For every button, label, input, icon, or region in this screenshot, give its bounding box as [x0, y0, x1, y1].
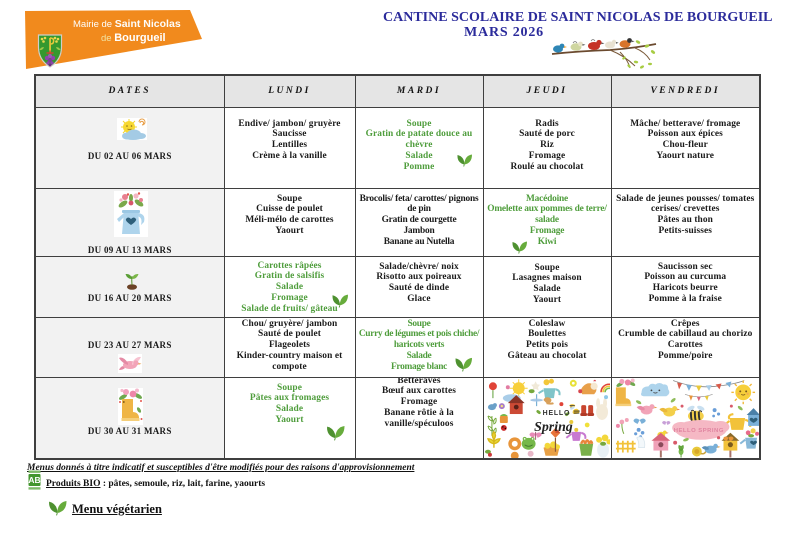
- svg-text:Spring: Spring: [534, 419, 573, 434]
- svg-text:AB: AB: [28, 475, 40, 485]
- svg-text:HELLO: HELLO: [542, 410, 569, 417]
- svg-text:HELLO SPRING: HELLO SPRING: [673, 427, 723, 433]
